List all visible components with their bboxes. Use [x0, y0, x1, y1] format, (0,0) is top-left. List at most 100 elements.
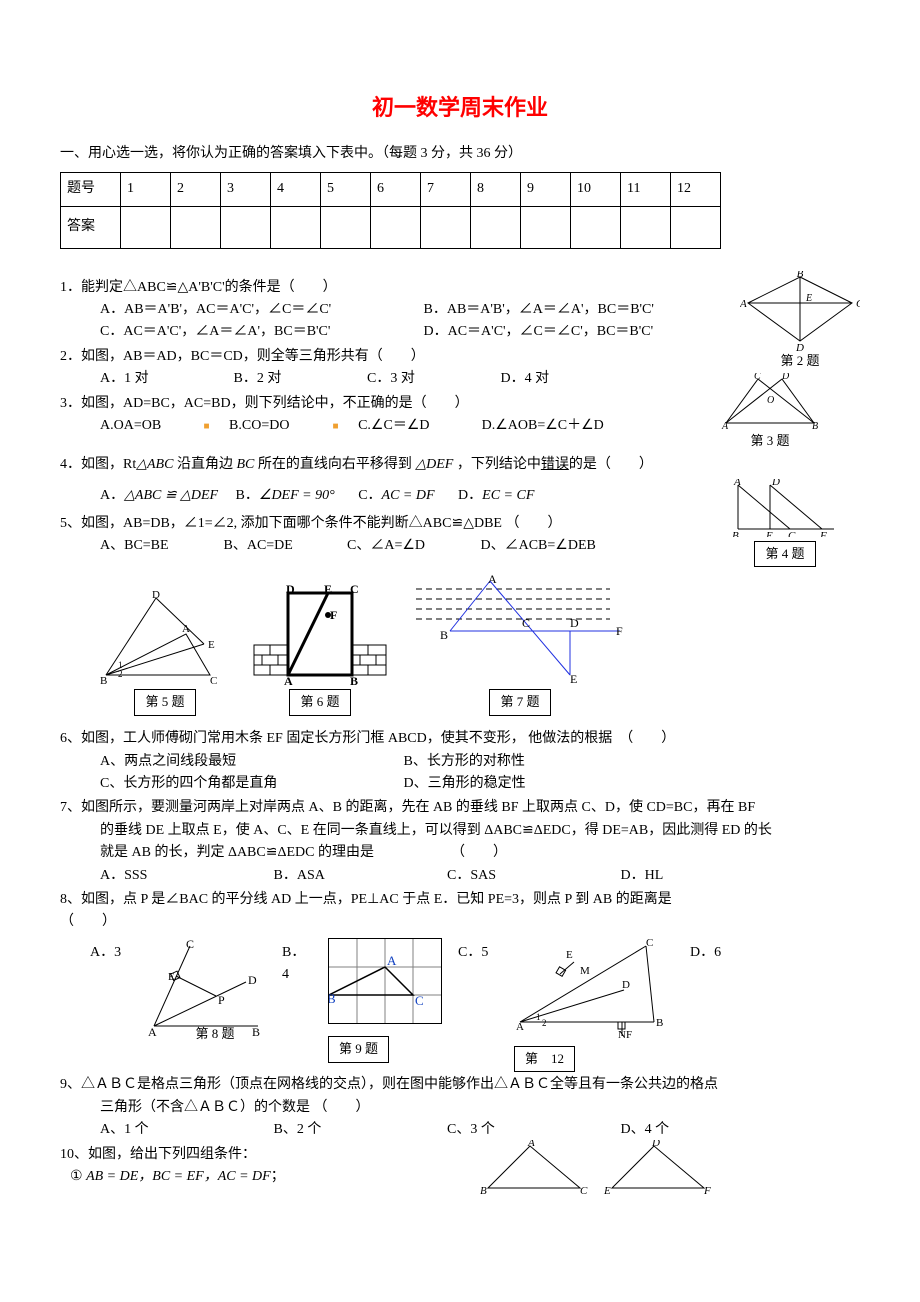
figure-q7-label: 第 7 题 [489, 689, 550, 716]
figure-q6-label: 第 6 题 [289, 689, 350, 716]
col-11: 11 [621, 172, 671, 206]
ans-cell[interactable] [121, 206, 171, 248]
q9-l1: 9、△ＡＢＣ是格点三角形（顶点在网格线的交点），则在图中能够作出△ＡＢＣ全等且有… [60, 1074, 860, 1096]
q4-opt-b-pre: B． [236, 485, 259, 507]
figure-q6: D E C F A B 第 6 题 [250, 585, 390, 716]
svg-text:E: E [570, 672, 577, 685]
q8-l1: 8、如图，点 P 是∠BAC 的平分线 AD 上一点，PE⊥AC 于点 E．已知… [60, 889, 860, 911]
q8-l2: （ ） [60, 911, 860, 933]
dot-icon: ■ [333, 419, 339, 435]
q3-opt-d: D.∠AOB=∠C＋∠D [482, 415, 604, 437]
q1-stem: 1．能判定△ABC≌△A'B'C'的条件是（ ） [60, 277, 860, 299]
svg-text:F: F [616, 624, 623, 638]
section-1-heading: 一、用心选一选，将你认为正确的答案填入下表中。（每题 3 分，共 36 分） [60, 143, 860, 165]
svg-text:F: F [330, 608, 337, 622]
figure-q8: C E D P A B 第 8 题 [146, 938, 266, 1045]
figure-q5-label: 第 5 题 [134, 689, 195, 716]
svg-text:D: D [570, 616, 579, 630]
svg-text:A: A [148, 1025, 157, 1038]
ans-cell[interactable] [271, 206, 321, 248]
figure-q8-label: 第 8 题 [164, 1024, 266, 1045]
svg-text:D: D [651, 1140, 660, 1149]
svg-text:C: C [415, 993, 424, 1008]
figure-q7: A B C D F E 第 7 题 [410, 575, 630, 716]
header-label: 题号 [61, 172, 121, 206]
q9-opt-d: D、4 个 [621, 1119, 670, 1141]
ans-cell[interactable] [421, 206, 471, 248]
q4-opt-a-math: △ABC ≌ △DEF [124, 485, 218, 507]
svg-text:A: A [516, 1021, 524, 1033]
q2-opt-b: B．2 对 [234, 368, 364, 390]
q7-opt-d: D．HL [621, 865, 664, 887]
q4-err: 错误 [541, 457, 569, 472]
q9-opt-c: C、3 个 [447, 1119, 617, 1141]
table-answer-row: 答案 [61, 206, 721, 248]
q6-opt-d: D、三角形的稳定性 [404, 776, 526, 791]
ans-cell[interactable] [221, 206, 271, 248]
question-9: 9、△ＡＢＣ是格点三角形（顶点在网格线的交点），则在图中能够作出△ＡＢＣ全等且有… [60, 1074, 860, 1141]
q6-opt-b: B、长方形的对称性 [404, 754, 525, 769]
question-6: 6、如图，工人师傅砌门常用木条 EF 固定长方形门框 ABCD，使其不变形， 他… [60, 728, 860, 795]
q9-l2: 三角形（不含△ＡＢＣ）的个数是 （ ） [60, 1097, 860, 1119]
q9-opt-a: A、1 个 [100, 1119, 270, 1141]
figure-q9-label: 第 9 题 [328, 1036, 389, 1063]
figure-q12: A B C D E M N F 1 2 第 12 [514, 938, 674, 1073]
svg-text:C: C [186, 938, 194, 951]
col-6: 6 [371, 172, 421, 206]
answer-table: 题号 1 2 3 4 5 6 7 8 9 10 11 12 答案 [60, 172, 721, 249]
q10-c1-math: AB = DE，BC = EF，AC = DF [86, 1169, 271, 1184]
ans-cell[interactable] [521, 206, 571, 248]
svg-text:N: N [618, 1029, 626, 1041]
svg-text:D: D [248, 973, 257, 987]
svg-text:A: A [488, 575, 497, 586]
q2-stem: 2．如图，AB＝AD，BC＝CD，则全等三角形共有（ ） [60, 346, 860, 368]
ans-cell[interactable] [671, 206, 721, 248]
q5-stem: 5、如图，AB=DB，∠1=∠2, 添加下面哪个条件不能判断△ABC≌△DBE … [60, 513, 860, 535]
q2-opt-a: A．1 对 [100, 368, 230, 390]
col-2: 2 [171, 172, 221, 206]
col-4: 4 [271, 172, 321, 206]
question-2: 2．如图，AB＝AD，BC＝CD，则全等三角形共有（ ） A．1 对 B．2 对… [60, 346, 860, 391]
q3-stem: 3．如图，AD=BC，AC=BD，则下列结论中，不正确的是（ ） [60, 393, 860, 415]
svg-text:C: C [580, 1185, 588, 1196]
q8-opt-b: B．4 [282, 938, 312, 987]
q4-opt-a-pre: A． [100, 485, 124, 507]
ans-cell[interactable] [571, 206, 621, 248]
svg-text:E: E [208, 639, 215, 651]
q4-opt-c-math: AC = DF [382, 485, 435, 507]
svg-text:F: F [626, 1029, 632, 1041]
question-10: A B C D E F 10、如图，给出下列四组条件： ① AB = DE，BC… [60, 1144, 860, 1196]
q4-bc: BC [236, 457, 254, 472]
figure-q5: D A E B C 1 2 第 5 题 [100, 590, 230, 716]
col-5: 5 [321, 172, 371, 206]
q6-opt-c: C、长方形的四个角都是直角 [100, 773, 400, 795]
q3-opt-a: A.OA=OB [100, 415, 200, 437]
svg-text:A: A [527, 1140, 535, 1149]
question-4: 4．如图，Rt△ABC 沿直角边 BC 所在的直线向右平移得到 △DEF ，下列… [60, 454, 860, 476]
svg-text:P: P [218, 993, 225, 1007]
svg-text:2: 2 [118, 669, 123, 679]
q4-mid2: 所在的直线向右平移得到 [254, 457, 415, 472]
q4-opt-d-math: EC = CF [482, 485, 534, 507]
col-10: 10 [571, 172, 621, 206]
figure-q12-label: 第 12 [514, 1046, 575, 1073]
ans-cell[interactable] [621, 206, 671, 248]
col-3: 3 [221, 172, 271, 206]
ans-cell[interactable] [321, 206, 371, 248]
dot-icon: ■ [204, 419, 210, 435]
col-8: 8 [471, 172, 521, 206]
question-7: 7、如图所示，要测量河两岸上对岸两点 A、B 的距离，先在 AB 的垂线 BF … [60, 797, 860, 887]
ans-cell[interactable] [471, 206, 521, 248]
svg-text:B: B [656, 1017, 663, 1029]
svg-text:D: D [286, 585, 295, 596]
svg-text:E: E [603, 1185, 611, 1196]
q4-def: △DEF [415, 457, 453, 472]
q4-mid1: 沿直角边 [173, 457, 236, 472]
q2-opt-c: C．3 对 [367, 368, 497, 390]
q6-opt-a: A、两点之间线段最短 [100, 751, 400, 773]
q1-opt-d: D．AC＝A'C'，∠C＝∠C'，BC＝B'C' [424, 324, 654, 339]
q8-opt-d: D．6 [690, 938, 730, 964]
q8-opt-c: C．5 [458, 938, 498, 964]
ans-cell[interactable] [371, 206, 421, 248]
ans-cell[interactable] [171, 206, 221, 248]
